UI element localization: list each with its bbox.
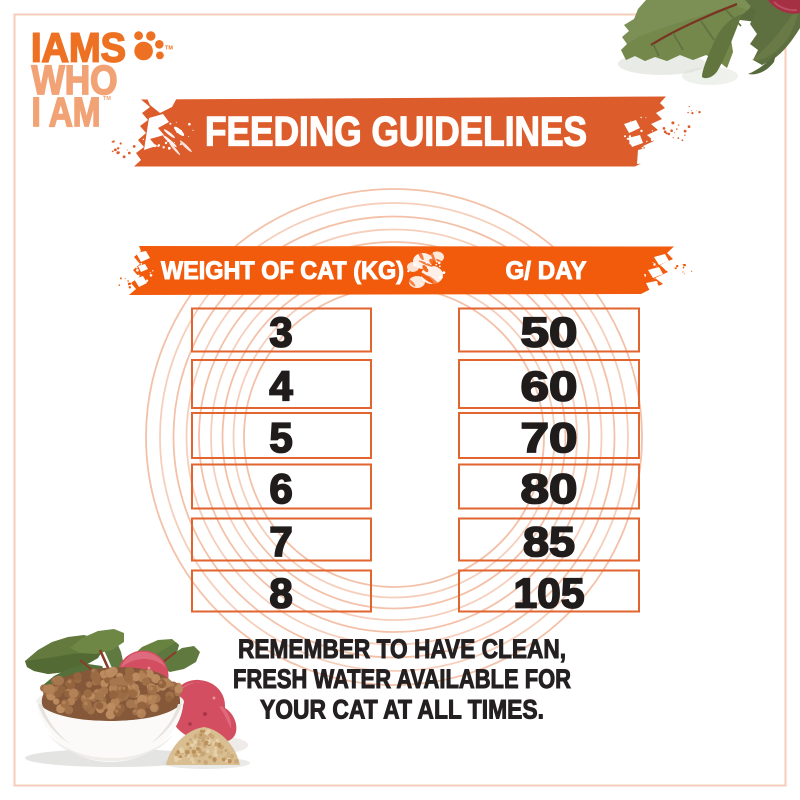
svg-text:I AM: I AM xyxy=(32,89,101,135)
svg-text:TM: TM xyxy=(165,46,173,52)
svg-text:50: 50 xyxy=(521,308,578,355)
svg-text:5: 5 xyxy=(269,414,292,461)
svg-text:60: 60 xyxy=(521,362,578,409)
svg-text:FRESH WATER AVAILABLE FOR: FRESH WATER AVAILABLE FOR xyxy=(233,664,571,694)
svg-text:4: 4 xyxy=(269,362,293,409)
svg-text:TM: TM xyxy=(103,96,111,102)
svg-text:WHO: WHO xyxy=(32,57,118,103)
svg-text:IAMS: IAMS xyxy=(31,25,126,71)
svg-text:70: 70 xyxy=(521,414,578,461)
svg-text:80: 80 xyxy=(521,465,578,512)
svg-text:3: 3 xyxy=(269,308,292,355)
svg-text:REMEMBER TO HAVE CLEAN,: REMEMBER TO HAVE CLEAN, xyxy=(238,634,566,664)
svg-text:FEEDING GUIDELINES: FEEDING GUIDELINES xyxy=(205,108,587,155)
svg-text:85: 85 xyxy=(523,518,575,565)
svg-text:6: 6 xyxy=(269,465,292,512)
svg-text:8: 8 xyxy=(269,569,292,616)
svg-text:YOUR CAT AT ALL TIMES.: YOUR CAT AT ALL TIMES. xyxy=(260,695,544,725)
svg-text:WEIGHT OF CAT (KG): WEIGHT OF CAT (KG) xyxy=(161,257,404,285)
svg-text:105: 105 xyxy=(514,569,585,616)
svg-text:7: 7 xyxy=(269,518,292,565)
svg-text:G/ DAY: G/ DAY xyxy=(506,257,587,285)
